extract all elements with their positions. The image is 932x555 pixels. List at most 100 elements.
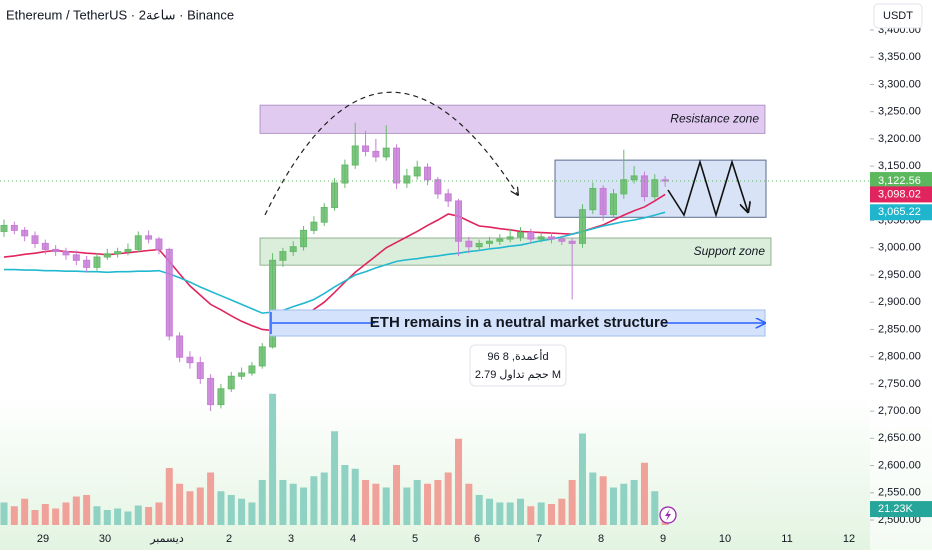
y-tick-label: 3,000.00 bbox=[878, 242, 921, 254]
volume-bar bbox=[434, 480, 442, 525]
price-axis bbox=[870, 0, 932, 550]
currency-button[interactable] bbox=[873, 3, 923, 29]
candle-body bbox=[320, 206, 328, 223]
candle-body bbox=[238, 372, 246, 377]
volume-bar bbox=[10, 506, 18, 525]
candle-body bbox=[134, 235, 142, 250]
x-tick-label: 12 bbox=[843, 533, 855, 545]
volume-bar bbox=[227, 495, 235, 525]
candle-body bbox=[434, 179, 442, 195]
volume-bar bbox=[186, 491, 194, 525]
y-tick-label: 3,200.00 bbox=[878, 133, 921, 145]
currency-label[interactable]: USDT bbox=[883, 10, 913, 22]
volume-bar bbox=[403, 487, 411, 525]
dashed-arc bbox=[264, 91, 518, 216]
volume-bar bbox=[630, 480, 638, 525]
candle-body bbox=[424, 166, 432, 181]
volume-bar bbox=[465, 483, 473, 525]
volume-bar bbox=[300, 487, 308, 525]
x-tick-label: 5 bbox=[412, 533, 418, 545]
candle-body bbox=[10, 224, 18, 231]
candle-body bbox=[103, 253, 111, 258]
volume-bar bbox=[155, 502, 163, 525]
candle-body bbox=[640, 175, 648, 198]
volume-bar bbox=[424, 483, 432, 525]
tooltip-bg bbox=[469, 344, 567, 387]
volume-bar bbox=[93, 506, 101, 525]
candle-body bbox=[341, 164, 349, 184]
price-tag-label: 3,122.56 bbox=[878, 175, 921, 187]
candle-body bbox=[661, 179, 669, 182]
volume-bar bbox=[506, 502, 514, 525]
volume-bar bbox=[52, 508, 60, 525]
candle-body bbox=[83, 259, 91, 268]
candle-body bbox=[496, 238, 504, 242]
candle-body bbox=[114, 251, 122, 255]
volume-tag-label: 21.23K bbox=[878, 503, 914, 515]
candle-body bbox=[207, 377, 215, 406]
candle-body bbox=[300, 229, 308, 248]
volume-bar bbox=[134, 505, 142, 525]
volume-bar bbox=[21, 498, 29, 525]
volume-bar bbox=[486, 498, 494, 525]
lightning-icon[interactable] bbox=[659, 506, 677, 524]
volume-bar bbox=[258, 480, 266, 525]
x-tick-label: 2 bbox=[226, 533, 232, 545]
candle-body bbox=[93, 256, 101, 268]
volume-bar bbox=[341, 465, 349, 525]
y-tick-label: 2,850.00 bbox=[878, 323, 921, 335]
volume-bar bbox=[568, 480, 576, 525]
candle-body bbox=[651, 179, 659, 198]
y-tick-label: 3,350.00 bbox=[878, 51, 921, 63]
candle-body bbox=[568, 240, 576, 244]
candle-body bbox=[599, 187, 607, 216]
volume-bar bbox=[609, 487, 617, 525]
price-tag-label: 3,098.02 bbox=[878, 188, 921, 200]
candle-body bbox=[258, 346, 266, 367]
candle-body bbox=[444, 193, 452, 202]
volume-bar bbox=[620, 483, 628, 525]
candle-body bbox=[165, 248, 173, 337]
candle-body bbox=[62, 251, 70, 256]
volume-bar bbox=[547, 504, 555, 525]
candle-body bbox=[41, 242, 49, 250]
candle-body bbox=[279, 251, 287, 261]
volume-bar bbox=[310, 476, 318, 525]
candle-body bbox=[155, 238, 163, 250]
candle-body bbox=[145, 235, 153, 240]
candle-body bbox=[558, 238, 566, 242]
candle-body bbox=[289, 246, 297, 253]
candle-body bbox=[630, 175, 638, 181]
volume-bar bbox=[83, 495, 91, 525]
volume-bar bbox=[279, 480, 287, 525]
axes: 3,400.003,350.003,300.003,250.003,200.00… bbox=[37, 24, 932, 545]
volume-bar bbox=[651, 491, 659, 525]
volume-bar bbox=[372, 483, 380, 525]
volume-bar bbox=[558, 498, 566, 525]
y-tick-label: 2,700.00 bbox=[878, 405, 921, 417]
volume-bar bbox=[165, 468, 173, 525]
volume-bar bbox=[238, 498, 246, 525]
x-tick-label: 30 bbox=[99, 533, 111, 545]
candle-body bbox=[527, 232, 535, 240]
price-tag-label: 3,065.22 bbox=[878, 206, 921, 218]
zone bbox=[259, 237, 772, 266]
price-tag bbox=[870, 186, 932, 203]
volume-bar bbox=[114, 508, 122, 525]
y-tick-label: 3,150.00 bbox=[878, 160, 921, 172]
candle-body bbox=[72, 254, 80, 261]
y-tick-label: 2,650.00 bbox=[878, 432, 921, 444]
candle-body bbox=[578, 209, 586, 244]
tooltip-line: حجم تداول 2.79 M bbox=[475, 369, 561, 381]
y-tick-label: 2,750.00 bbox=[878, 378, 921, 390]
zigzag-arrow bbox=[667, 159, 748, 218]
volume-bar bbox=[351, 468, 359, 525]
candle-body bbox=[547, 236, 555, 240]
volume-bar bbox=[31, 510, 39, 525]
volume-bar bbox=[517, 498, 524, 525]
annotation-text: ETH remains in a neutral market structur… bbox=[370, 314, 668, 331]
y-tick-label: 2,600.00 bbox=[878, 459, 921, 471]
